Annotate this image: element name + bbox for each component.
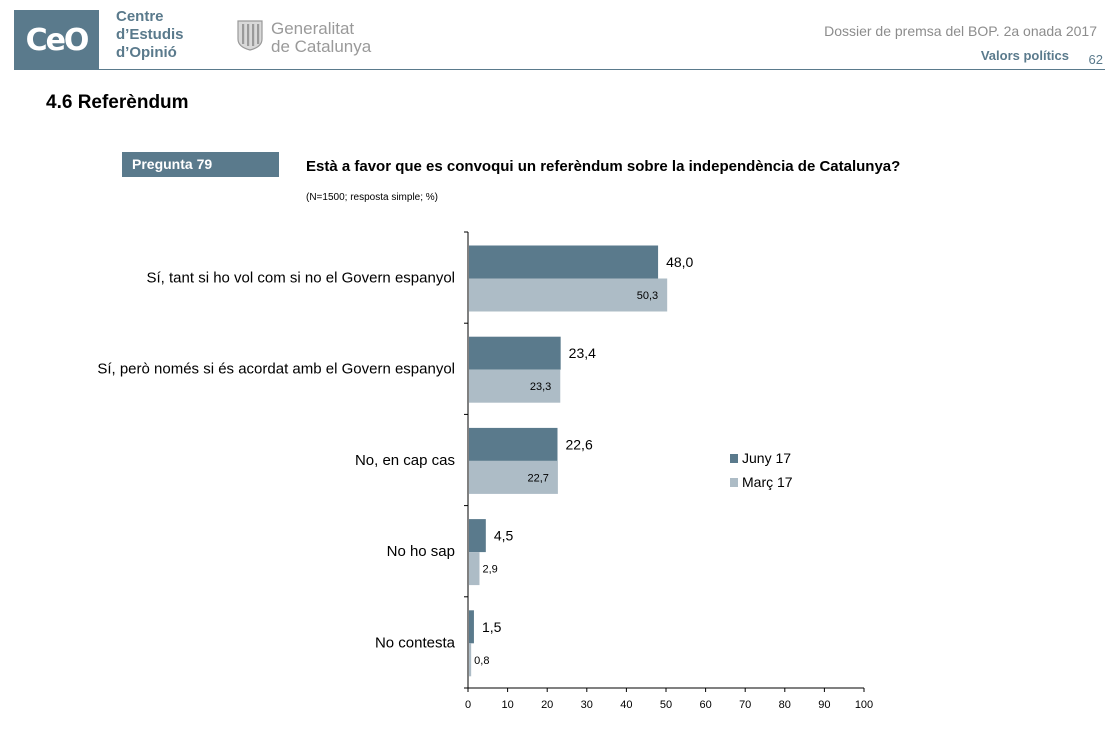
chart-legend: Juny 17 Març 17: [730, 446, 793, 494]
data-label-march: 0,8: [474, 655, 489, 667]
x-tick-label: 100: [855, 699, 873, 711]
x-tick-label: 30: [581, 699, 593, 711]
x-tick-label: 90: [818, 699, 830, 711]
data-label-march: 22,7: [527, 472, 548, 484]
org-name-line: d’Opinió: [116, 44, 177, 61]
bar-march: [469, 369, 561, 403]
category-label: No ho sap: [387, 543, 455, 560]
x-tick-label: 80: [779, 699, 791, 711]
question-note: (N=1500; resposta simple; %): [306, 192, 439, 203]
x-tick-label: 60: [699, 699, 711, 711]
x-tick-label: 40: [620, 699, 632, 711]
legend-item: Juny 17: [730, 446, 793, 470]
category-label: Sí, tant si ho vol com si no el Govern e…: [147, 270, 456, 287]
x-tick-label: 50: [660, 699, 672, 711]
bar-june: [469, 610, 474, 644]
data-label-march: 23,3: [530, 381, 551, 393]
x-tick-label: 70: [739, 699, 751, 711]
data-label-june: 1,5: [482, 619, 502, 635]
legend-swatch: [730, 477, 738, 487]
bar-june: [469, 427, 558, 461]
legend-swatch: [730, 453, 738, 463]
bar-march: [469, 460, 558, 494]
generalitat-name: Generalitat de Catalunya: [271, 20, 371, 56]
data-label-march: 50,3: [637, 290, 658, 302]
ceo-logo: CeO: [14, 10, 99, 70]
generalitat-name-line: Generalitat: [271, 19, 355, 38]
bar-march: [469, 643, 472, 677]
legend-item: Març 17: [730, 470, 793, 494]
org-name-line: Centre: [116, 8, 164, 25]
data-label-june: 4,5: [494, 528, 514, 544]
bar-june: [469, 519, 486, 553]
data-label-june: 22,6: [565, 436, 592, 452]
bar-june: [469, 336, 561, 370]
data-label-june: 23,4: [569, 345, 596, 361]
generalitat-name-line: de Catalunya: [271, 37, 372, 56]
section-tag: Valors polítics: [980, 48, 1069, 63]
data-label-march: 2,9: [482, 564, 497, 576]
x-tick-label: 20: [541, 699, 553, 711]
data-label-june: 48,0: [666, 254, 693, 270]
legend-label: Març 17: [742, 474, 793, 490]
ceo-logo-text: CeO: [25, 22, 90, 58]
org-name-line: d’Estudis: [116, 26, 184, 43]
category-label: No, en cap cas: [355, 452, 455, 469]
bar-march: [469, 552, 480, 586]
question-text: Està a favor que es convoqui un referènd…: [306, 158, 901, 175]
page-number: 62: [1088, 52, 1103, 67]
question-badge: Pregunta 79: [122, 152, 279, 177]
document-title: Dossier de premsa del BOP. 2a onada 2017: [824, 23, 1097, 39]
bar-june: [469, 245, 659, 279]
x-tick-label: 0: [465, 699, 471, 711]
section-heading: 4.6 Referèndum: [46, 92, 189, 113]
category-label: No contesta: [375, 634, 456, 651]
category-label: Sí, però només si és acordat amb el Gove…: [97, 361, 455, 378]
x-tick-label: 10: [501, 699, 513, 711]
org-name: Centre d’Estudis d’Opinió: [116, 8, 226, 62]
bar-march: [469, 278, 668, 312]
legend-label: Juny 17: [742, 450, 792, 466]
generalitat-emblem-icon: [237, 20, 263, 51]
header-divider: [14, 69, 1105, 70]
